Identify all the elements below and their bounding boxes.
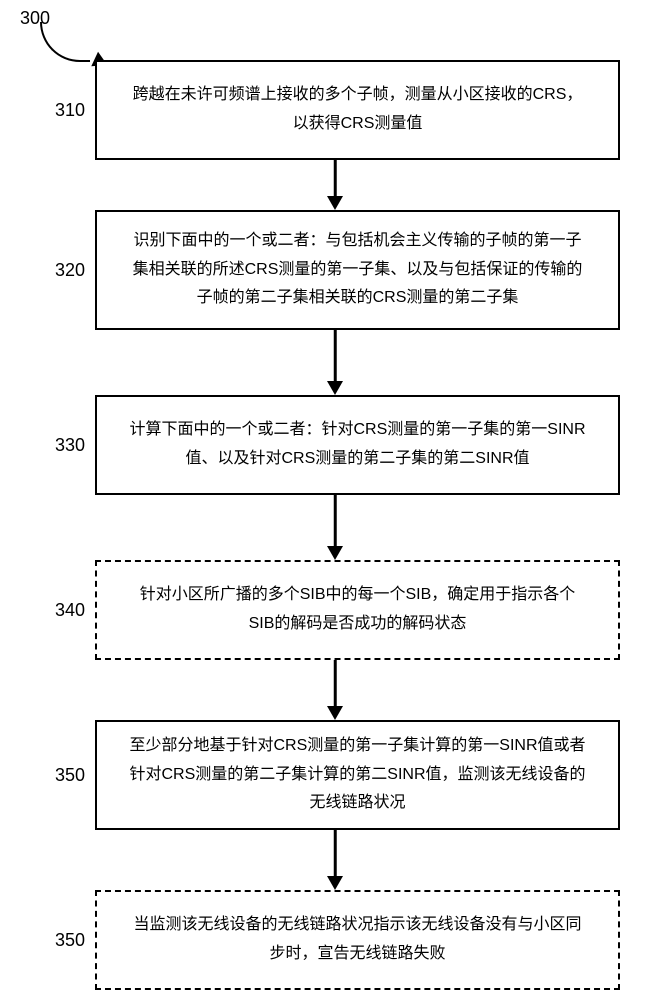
flowchart-step: 识别下面中的一个或二者：与包括机会主义传输的子帧的第一子集相关联的所述CRS测量…	[95, 210, 620, 330]
step-text: 计算下面中的一个或二者：针对CRS测量的第一子集的第一SINR值、以及针对CRS…	[127, 416, 588, 474]
flowchart-step: 针对小区所广播的多个SIB中的每一个SIB，确定用于指示各个SIB的解码是否成功…	[95, 560, 620, 660]
step-label: 350	[55, 930, 85, 951]
connector-line	[334, 495, 337, 548]
step-label: 340	[55, 600, 85, 621]
flowchart-step: 当监测该无线设备的无线链路状况指示该无线设备没有与小区同步时，宣告无线链路失败	[95, 890, 620, 990]
step-text: 至少部分地基于针对CRS测量的第一子集计算的第一SINR值或者针对CRS测量的第…	[127, 732, 588, 818]
step-text: 识别下面中的一个或二者：与包括机会主义传输的子帧的第一子集相关联的所述CRS测量…	[127, 227, 588, 313]
arrow-down-icon	[327, 546, 343, 560]
flowchart-step: 计算下面中的一个或二者：针对CRS测量的第一子集的第一SINR值、以及针对CRS…	[95, 395, 620, 495]
step-label: 330	[55, 435, 85, 456]
arrow-down-icon	[327, 706, 343, 720]
step-text: 跨越在未许可频谱上接收的多个子帧，测量从小区接收的CRS，以获得CRS测量值	[127, 81, 588, 139]
connector-line	[334, 830, 337, 878]
step-text: 当监测该无线设备的无线链路状况指示该无线设备没有与小区同步时，宣告无线链路失败	[127, 911, 588, 969]
flowchart-step: 至少部分地基于针对CRS测量的第一子集计算的第一SINR值或者针对CRS测量的第…	[95, 720, 620, 830]
arrow-down-icon	[327, 876, 343, 890]
arrow-down-icon	[327, 381, 343, 395]
step-label: 350	[55, 765, 85, 786]
reference-curve	[40, 22, 90, 62]
step-label: 310	[55, 100, 85, 121]
connector-line	[334, 330, 337, 383]
arrow-down-icon	[327, 196, 343, 210]
flowchart-step: 跨越在未许可频谱上接收的多个子帧，测量从小区接收的CRS，以获得CRS测量值	[95, 60, 620, 160]
step-label: 320	[55, 260, 85, 281]
step-text: 针对小区所广播的多个SIB中的每一个SIB，确定用于指示各个SIB的解码是否成功…	[127, 581, 588, 639]
connector-line	[334, 660, 337, 708]
connector-line	[334, 160, 337, 198]
